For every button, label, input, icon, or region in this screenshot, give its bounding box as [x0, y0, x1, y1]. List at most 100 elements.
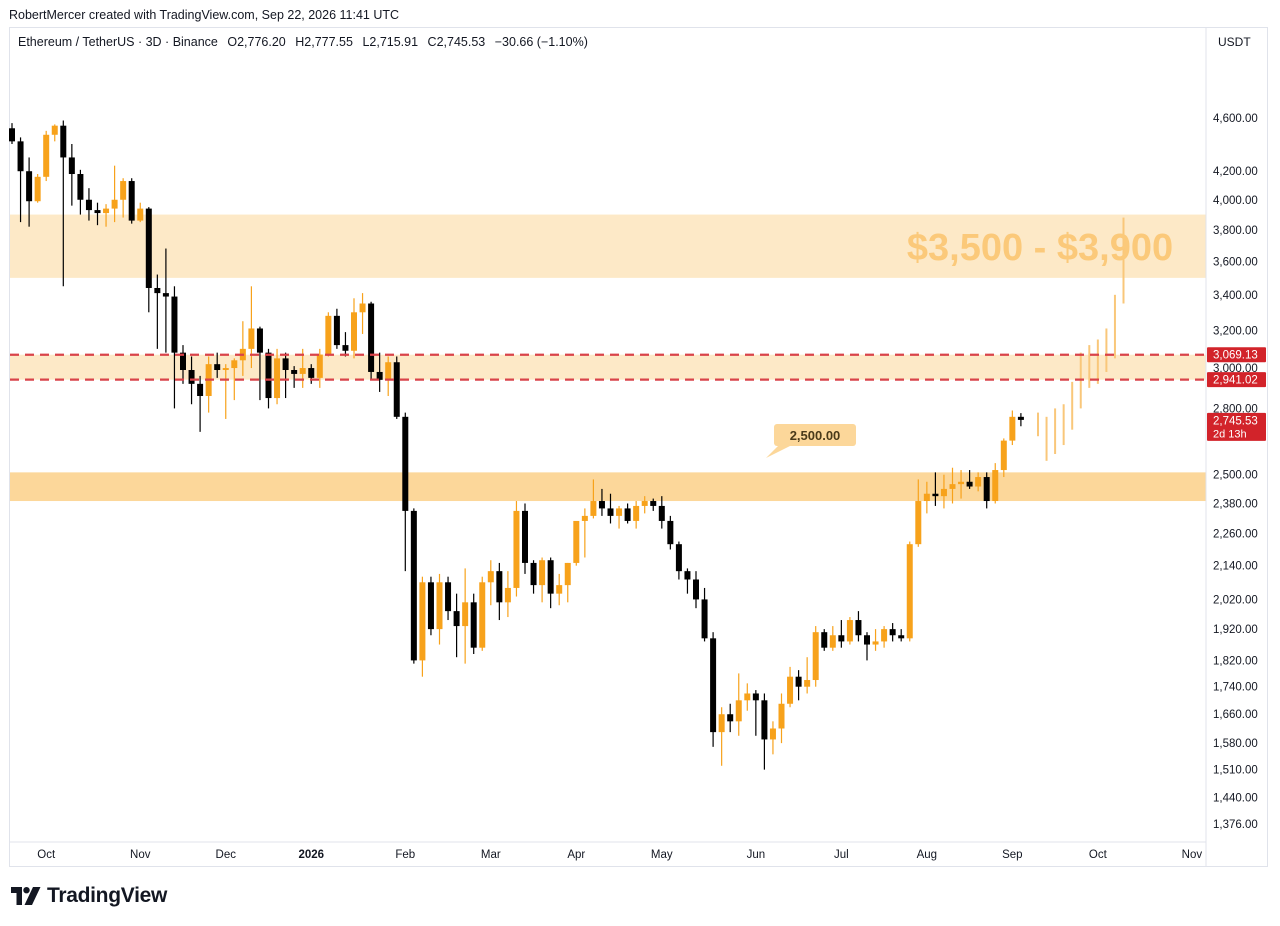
candle — [205, 356, 212, 413]
candle-body — [43, 134, 50, 177]
candle — [325, 312, 332, 357]
candle-body — [1017, 416, 1024, 420]
price-tick-label: 1,740.00 — [1213, 682, 1258, 694]
candle-body — [556, 585, 563, 594]
candle-body — [436, 582, 443, 630]
candle — [274, 348, 281, 405]
candle-body — [9, 128, 15, 142]
candle — [137, 202, 144, 223]
candle-body — [522, 510, 528, 563]
candle-body — [504, 587, 511, 603]
candle-body — [735, 700, 742, 722]
candle — [812, 626, 819, 687]
candle — [675, 541, 682, 580]
candle-body — [308, 368, 315, 378]
candle — [145, 207, 152, 313]
price-tick-label: 1,820.00 — [1213, 655, 1258, 667]
time-tick-label: Aug — [917, 849, 937, 861]
time-tick-label: Nov — [130, 849, 151, 861]
candle-body — [923, 493, 930, 502]
candle-body — [983, 477, 990, 502]
candle — [915, 479, 922, 547]
candle — [838, 620, 845, 648]
low-value: 2,715.91 — [369, 35, 419, 49]
time-tick-label: May — [651, 849, 673, 861]
candle — [846, 617, 853, 645]
candle-body — [68, 157, 75, 175]
candle — [120, 178, 127, 218]
symbol-label[interactable]: Ethereum / TetherUS · 3D · Binance — [18, 35, 218, 49]
candle-body — [804, 680, 811, 687]
candle — [436, 573, 443, 645]
candle — [650, 498, 657, 511]
candle — [898, 629, 905, 642]
time-axis: Oct Nov Dec 2026 Feb Mar Apr May Jun Jul Aug Sep Oct… — [37, 849, 1202, 861]
price-tick-label: 3,000.00 — [1213, 363, 1258, 375]
candle-body — [410, 510, 417, 661]
candle — [162, 248, 169, 353]
price-tick-label: 1,510.00 — [1213, 765, 1258, 777]
candle-body — [744, 693, 751, 701]
price-tick-label: 3,800.00 — [1213, 225, 1258, 237]
candle — [427, 576, 434, 636]
candle — [368, 301, 375, 380]
support-callout-box — [774, 424, 856, 446]
time-tick-label: Dec — [216, 849, 237, 861]
candle — [607, 493, 614, 524]
time-tick-label: Feb — [395, 849, 415, 861]
price-tick-label: 2,140.00 — [1213, 561, 1258, 573]
candle — [1017, 413, 1024, 427]
candle-body — [479, 582, 486, 648]
candle-body — [684, 571, 691, 580]
candle — [410, 508, 417, 664]
price-tick-label: 2,020.00 — [1213, 594, 1258, 606]
candle — [342, 332, 349, 357]
candle — [60, 120, 67, 287]
author-credit: RobertMercer created with TradingView.co… — [9, 8, 400, 22]
candle-body — [359, 303, 366, 313]
candle-body — [769, 728, 776, 740]
price-axis: 4,600.00 4,200.00 4,000.00 3,800.00 3,600.00… — [1213, 113, 1258, 831]
currency-selector[interactable]: USDT — [1218, 35, 1251, 49]
candle — [881, 626, 888, 648]
candle-body — [513, 510, 520, 588]
price-tick-label: 4,200.00 — [1213, 166, 1258, 178]
annotations: $3,500 - $3,900 2,500.00 — [766, 227, 1173, 458]
candle-body — [85, 199, 92, 211]
high-value: 2,777.55 — [304, 35, 353, 49]
tradingview-brand[interactable]: TradingView — [11, 884, 167, 908]
price-tag-label: 2,941.02 — [1213, 375, 1258, 387]
candle-body — [17, 141, 24, 172]
price-tag-label: 3,069.13 — [1213, 350, 1258, 362]
candle-body — [94, 210, 101, 214]
candle-body — [171, 296, 178, 353]
candle — [992, 463, 999, 504]
open-label: O — [227, 35, 238, 49]
candle — [744, 683, 751, 711]
candle-body — [915, 501, 922, 545]
candle — [530, 560, 537, 594]
candle — [103, 204, 110, 227]
projection-bars — [1037, 217, 1125, 461]
price-tick-label: 1,580.00 — [1213, 738, 1258, 750]
candle — [68, 144, 75, 206]
candle — [864, 632, 870, 661]
candle — [385, 356, 392, 397]
candle-body — [829, 635, 836, 648]
close-label: C — [427, 35, 437, 49]
zone-resistance-upper — [10, 214, 1206, 278]
candle-body — [872, 641, 879, 645]
price-tag-label: 2,745.53 — [1213, 415, 1258, 427]
candle-body — [667, 520, 674, 545]
price-tick-label: 1,376.00 — [1213, 819, 1258, 831]
candle — [573, 520, 580, 566]
candle-body — [975, 477, 982, 487]
candle — [556, 573, 563, 606]
price-tick-label: 2,500.00 — [1213, 470, 1258, 482]
candle — [727, 703, 734, 733]
candle — [710, 632, 717, 747]
candle-body — [325, 315, 332, 355]
candle — [872, 629, 879, 651]
